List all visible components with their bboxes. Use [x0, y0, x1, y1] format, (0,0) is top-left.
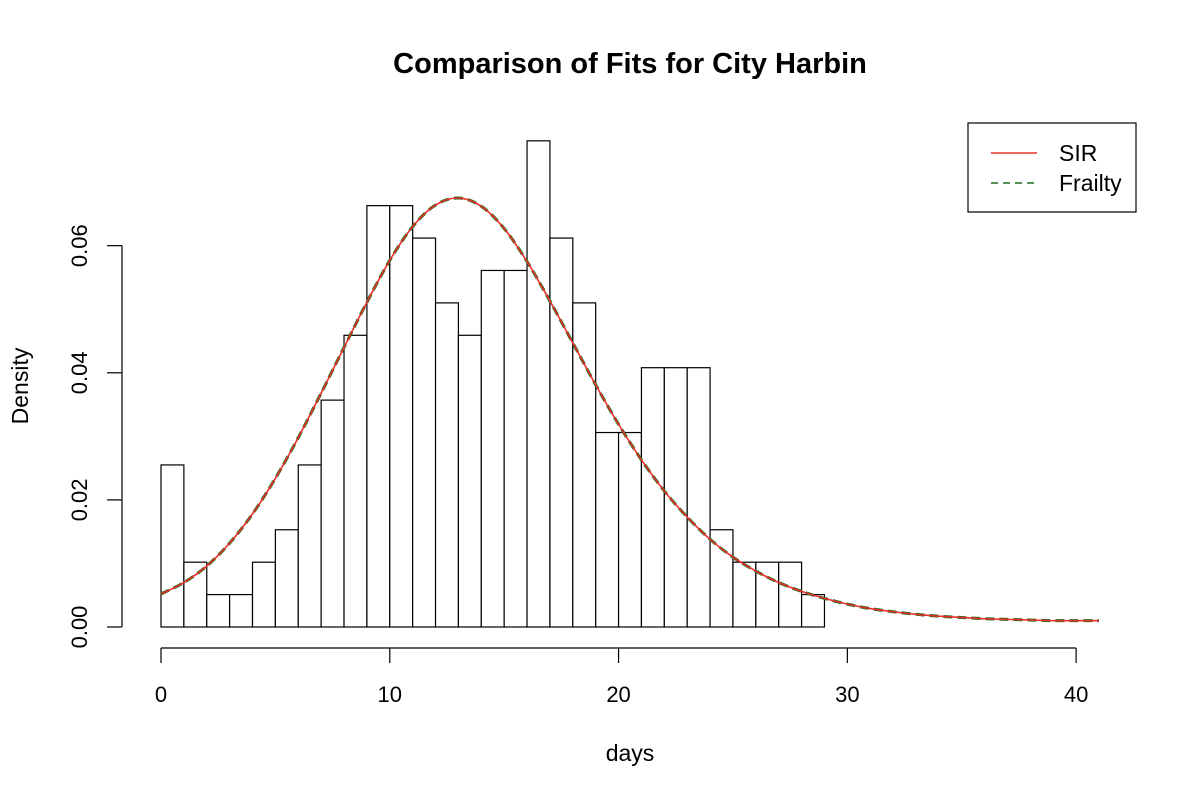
histogram-bar	[640, 367, 665, 628]
histogram-bar	[160, 464, 185, 628]
histogram-bar	[800, 593, 826, 628]
histogram-bar	[549, 237, 574, 628]
histogram-bar	[617, 431, 643, 628]
y-tick-label: 0.04	[67, 351, 92, 394]
histogram-bar	[366, 205, 391, 628]
histogram-bar	[229, 593, 254, 628]
histogram-bars	[160, 140, 826, 628]
histogram-bar	[389, 205, 414, 628]
y-axis: 0.00 0.02 0.04 0.06	[67, 224, 123, 649]
legend-label-frailty: Frailty	[1059, 170, 1122, 196]
histogram-bar	[297, 464, 322, 628]
y-tick-label: 0.02	[67, 478, 92, 521]
histogram-bar	[778, 561, 803, 628]
histogram-bar	[686, 367, 711, 628]
histogram-bar	[183, 561, 208, 628]
y-tick-label: 0.06	[67, 224, 92, 267]
legend: SIR Frailty	[967, 122, 1137, 213]
x-tick-label: 20	[606, 682, 630, 707]
y-axis-label: Density	[7, 347, 33, 424]
histogram-bar	[412, 237, 437, 628]
histogram-bar	[457, 334, 482, 628]
histogram-bar	[709, 529, 734, 628]
histogram-bar	[434, 302, 460, 628]
fit-curves	[160, 196, 1099, 623]
histogram-bar	[274, 529, 299, 628]
legend-label-sir: SIR	[1059, 140, 1097, 166]
histogram-bar	[206, 593, 231, 628]
histogram-bar	[663, 367, 688, 628]
histogram-bar	[320, 399, 345, 628]
chart-title: Comparison of Fits for City Harbin	[393, 48, 867, 80]
x-tick-label: 40	[1064, 682, 1088, 707]
histogram-bar	[480, 269, 505, 628]
y-tick-label: 0.00	[67, 606, 92, 649]
x-tick-label: 0	[155, 682, 167, 707]
histogram-bar	[251, 561, 276, 628]
legend-box	[967, 122, 1137, 213]
x-tick-label: 10	[378, 682, 402, 707]
x-axis-label: days	[606, 740, 655, 766]
histogram-bar	[526, 140, 551, 628]
x-tick-label: 30	[835, 682, 859, 707]
x-axis: 0 10 20 30 40	[155, 647, 1088, 707]
histogram-bar	[732, 561, 757, 628]
histogram-bar	[503, 269, 528, 628]
histogram-bar	[343, 334, 368, 628]
series-line-sir	[160, 197, 1099, 622]
histogram-bar	[595, 431, 620, 628]
